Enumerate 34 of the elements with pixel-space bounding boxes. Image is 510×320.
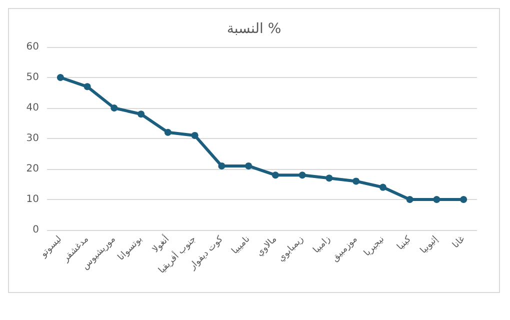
point (272, 172, 279, 179)
point (326, 174, 333, 182)
point (56, 74, 64, 81)
point (245, 162, 252, 170)
x-tick-label: بوتسوانا (116, 234, 145, 263)
point (164, 128, 172, 136)
x-tick-label: زامبيا (312, 234, 333, 256)
x-tick-label: إثيوبيا (418, 234, 440, 256)
y-tick-label: 20 (26, 164, 39, 174)
y-tick-label: 0 (32, 224, 39, 236)
x-tick-label: ليسوتو (38, 234, 64, 260)
x-tick-label: نيجيريا (362, 234, 386, 258)
chart-title: النسبة % (226, 21, 282, 37)
x-tick-label: موزمبيق (330, 234, 360, 264)
point (138, 110, 145, 118)
y-tick-label: 10 (26, 194, 39, 205)
y-tick-label: 50 (26, 72, 39, 83)
point (84, 83, 91, 90)
x-tick-label: غانا (451, 234, 468, 251)
point (218, 162, 226, 170)
point (352, 178, 360, 185)
point (406, 196, 414, 203)
y-tick-label: 60 (26, 42, 39, 52)
point (191, 132, 198, 139)
point (460, 196, 468, 203)
point (379, 184, 386, 191)
x-tick-label: ناميبيا (230, 234, 252, 256)
x-tick-label: كينيا (396, 234, 414, 252)
point (298, 172, 306, 179)
point (110, 104, 118, 112)
y-tick-label: 30 (26, 133, 39, 144)
point (433, 196, 440, 203)
y-tick-label: 40 (26, 102, 39, 114)
x-tick-label: أنغولا (149, 233, 172, 256)
